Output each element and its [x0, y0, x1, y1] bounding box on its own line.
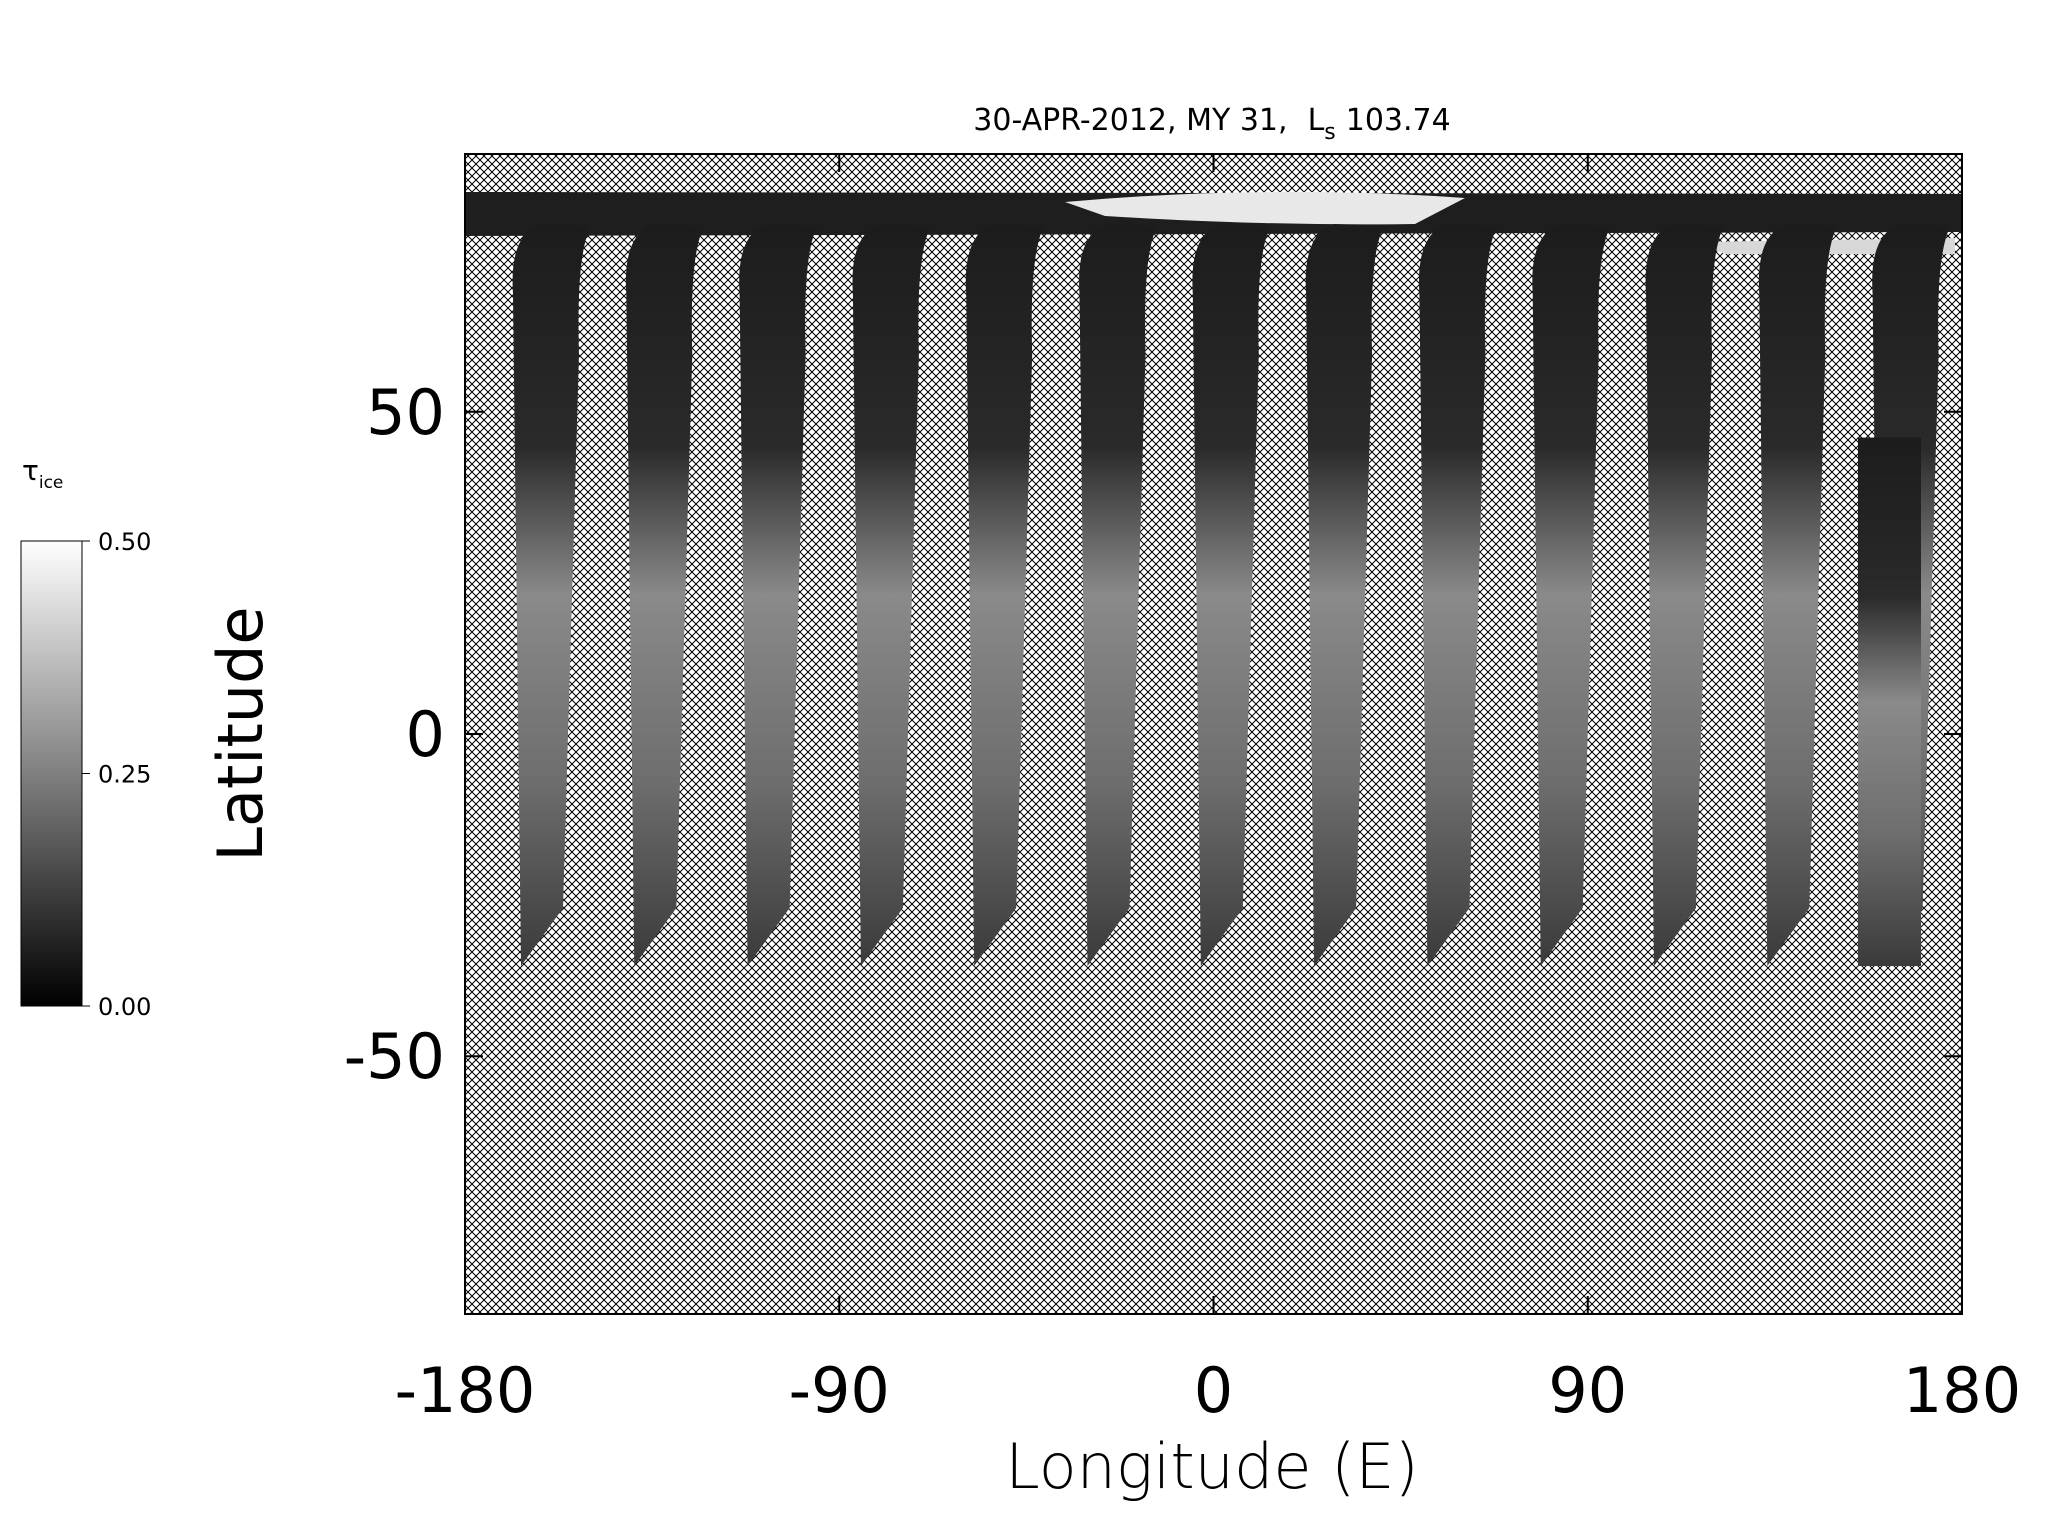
x-tick-label: 180: [1903, 1354, 2021, 1427]
swath: [625, 224, 705, 966]
x-tick-label: 0: [1194, 1354, 1233, 1427]
y-tick-label: 0: [406, 698, 445, 771]
swath: [1758, 224, 1838, 966]
chart-title: 30-APR-2012, MY 31, Ls 103.74: [973, 103, 1450, 145]
swath: [1858, 437, 1921, 966]
swath: [1079, 224, 1158, 966]
swath: [1418, 224, 1498, 966]
y-axis-label: Latitude: [204, 606, 277, 861]
x-tick-label: -180: [395, 1354, 536, 1427]
colorbar-subscript: ice: [39, 473, 64, 493]
map-image: [465, 191, 1962, 966]
x-tick-label: 90: [1548, 1354, 1627, 1427]
x-axis-label: Longitude (E): [1005, 1430, 1418, 1503]
y-tick-label: 50: [366, 376, 445, 449]
colorbar: [20, 540, 83, 1007]
swath: [1645, 224, 1724, 966]
swath: [1532, 224, 1611, 966]
colorbar-symbol: τ: [22, 454, 39, 487]
ls-symbol: L: [1308, 103, 1325, 138]
polar-ice: [1065, 191, 1465, 225]
swath: [852, 224, 931, 966]
swath: [1192, 224, 1271, 966]
ls-value: 103.74: [1346, 103, 1451, 138]
colorbar-tick-label: 0.00: [98, 993, 151, 1021]
swath: [739, 224, 818, 966]
colorbar-tick-label: 0.50: [98, 528, 151, 556]
title-date: 30-APR-2012, MY 31,: [973, 103, 1287, 138]
x-tick-label: -90: [789, 1354, 890, 1427]
colorbar-tick-label: 0.25: [98, 761, 151, 789]
y-tick-label: -50: [344, 1020, 445, 1093]
colorbar-label: τice: [22, 454, 63, 493]
swath: [965, 224, 1045, 966]
ls-subscript: s: [1324, 120, 1335, 145]
swath: [1305, 224, 1385, 966]
swath: [512, 224, 591, 966]
